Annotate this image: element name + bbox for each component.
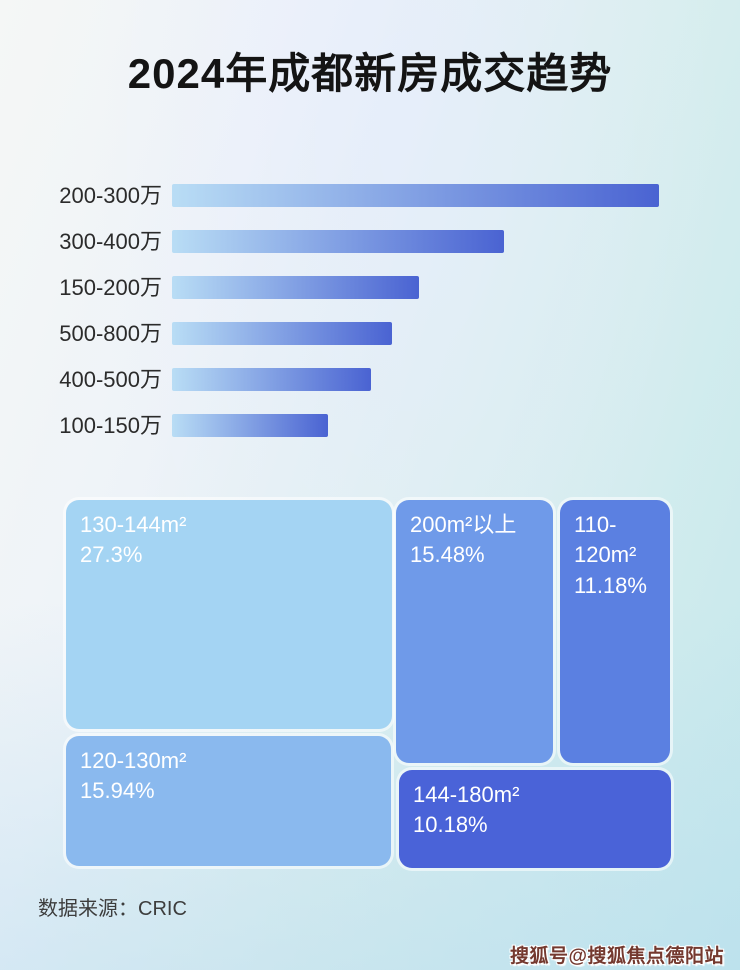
bar-category-label: 300-400万 [59, 229, 162, 254]
bar [172, 368, 371, 391]
treemap-block-value: 15.94% [80, 778, 155, 804]
page-title: 2024年成都新房成交趋势 [127, 50, 613, 97]
treemap-block-label: 200m²以上 [410, 512, 517, 537]
treemap-block: 200m²以上 15.48% [396, 500, 553, 763]
bar [172, 414, 328, 437]
treemap-block: 110-120m² 11.18% [560, 500, 670, 763]
bar [172, 276, 419, 299]
bar-category-label: 100-150万 [59, 413, 162, 438]
bar-category-label: 500-800万 [59, 321, 162, 346]
bar-row: 300-400万 [0, 229, 740, 254]
bar [172, 322, 392, 345]
treemap-block: 144-180m² 10.18% [399, 770, 671, 868]
bar [172, 184, 659, 207]
treemap-block-value: 27.3% [80, 542, 143, 568]
treemap-block-label: 130-144m² [80, 512, 187, 537]
price-band-bar-chart: 200-300万 300-400万 150-200万 500-800万 400-… [0, 184, 740, 460]
treemap-block-label: 110-120m² [574, 512, 637, 568]
bar-category-label: 150-200万 [59, 275, 162, 300]
data-source-note: 数据来源：CRIC [38, 898, 187, 920]
treemap-block-value: 15.48% [410, 542, 485, 568]
bar-row: 200-300万 [0, 183, 740, 208]
bar-row: 500-800万 [0, 321, 740, 346]
treemap-block-label: 120-130m² [80, 748, 187, 773]
treemap-block: 120-130m² 15.94% [66, 736, 391, 866]
bar-category-label: 200-300万 [59, 183, 162, 208]
bar-category-label: 400-500万 [59, 367, 162, 392]
treemap-block: 130-144m² 27.3% [66, 500, 392, 729]
treemap-block-value: 10.18% [413, 812, 488, 838]
bar-row: 150-200万 [0, 275, 740, 300]
treemap-block-label: 144-180m² [413, 782, 520, 807]
bar-row: 400-500万 [0, 367, 740, 392]
bar [172, 230, 504, 253]
watermark-sohu: 搜狐号@搜狐焦点德阳站 [509, 946, 724, 967]
bar-row: 100-150万 [0, 413, 740, 438]
treemap-block-value: 11.18% [574, 572, 647, 598]
